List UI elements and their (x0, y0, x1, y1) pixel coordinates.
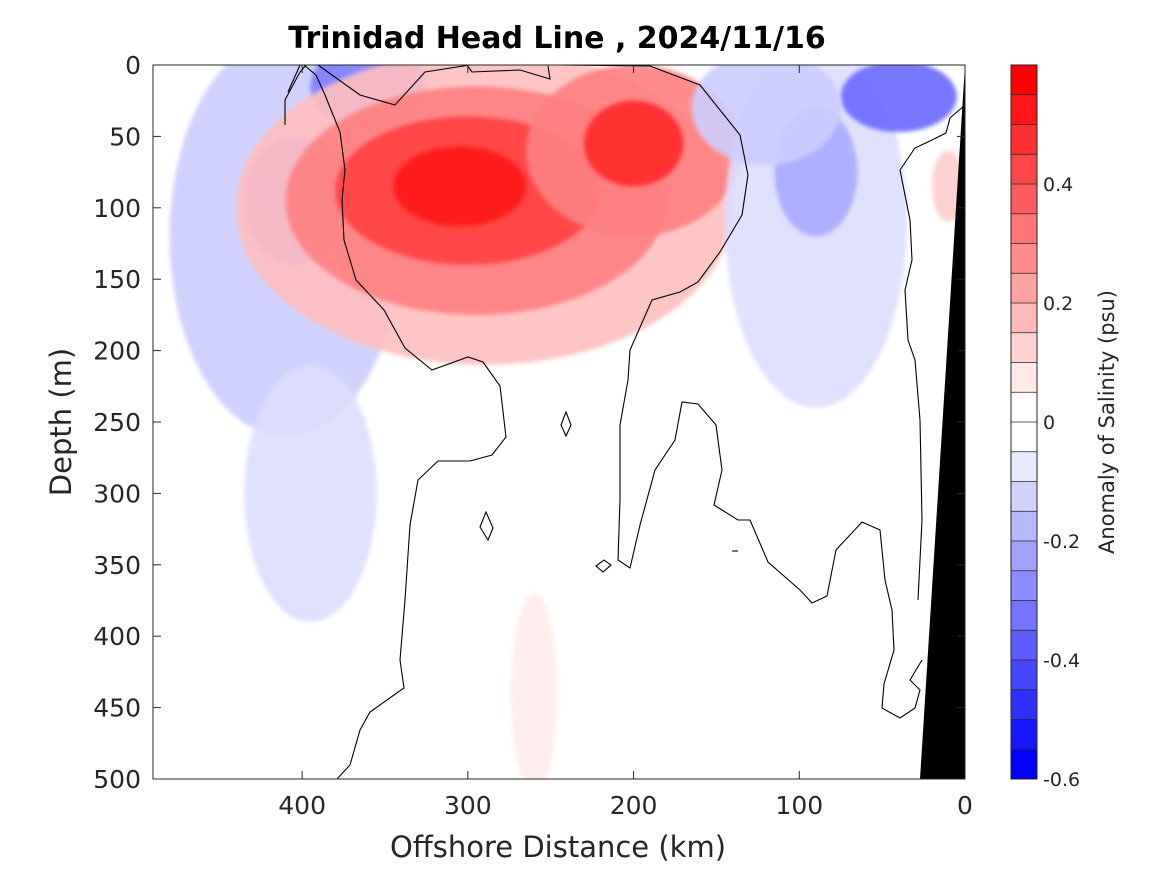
colorbar-segment (1011, 154, 1037, 185)
anomaly-patch-10 (583, 100, 684, 187)
colorbar-segment (1011, 422, 1037, 453)
anomaly-patch-14 (840, 65, 957, 133)
x-tick-label: 400 (278, 791, 326, 820)
colorbar-segment (1011, 213, 1037, 244)
y-tick-label: 200 (93, 337, 141, 366)
y-tick-label: 450 (93, 694, 141, 723)
y-tick-label: 400 (93, 622, 141, 651)
colorbar-tick-label: -0.2 (1043, 531, 1080, 553)
colorbar-segment (1011, 273, 1037, 304)
colorbar-tick-label: -0.6 (1043, 769, 1080, 791)
anomaly-patch-8 (393, 146, 526, 227)
colorbar-segment (1011, 184, 1037, 215)
colorbar-segment (1011, 511, 1037, 542)
colorbar-segment (1011, 392, 1037, 423)
zero-contour-small-1 (560, 410, 572, 438)
zero-contour-inner (317, 65, 471, 106)
colorbar-frame (1010, 64, 1038, 780)
colorbar-segment (1011, 481, 1037, 512)
zero-contour-coastal (899, 104, 965, 601)
y-tick-label: 500 (93, 765, 141, 794)
x-axis-ticks: 400 300 200 100 0 (278, 65, 973, 820)
y-tick-label: 0 (125, 51, 141, 80)
colorbar-segment (1011, 689, 1037, 720)
colorbar-segment (1011, 65, 1037, 96)
y-tick-label: 150 (93, 265, 141, 294)
zero-contour-lines (284, 65, 965, 779)
y-tick-label: 100 (93, 194, 141, 223)
colorbar-segment (1011, 124, 1037, 155)
zero-contour-mid (466, 65, 923, 719)
colorbar-segment (1011, 243, 1037, 274)
colorbar-tick-label: 0.2 (1043, 293, 1073, 315)
colorbar-segment (1011, 541, 1037, 572)
colorbar-title: Anomaly of Salinity (psu) (1095, 290, 1119, 554)
zero-contour-small-3 (595, 559, 612, 573)
colorbar (1010, 64, 1038, 780)
bathymetry-mask (920, 65, 965, 779)
x-axis-title: Offshore Distance (km) (390, 830, 726, 864)
colorbar-tick-label: 0 (1043, 412, 1055, 434)
zero-contour-upper (284, 65, 507, 779)
colorbar-segment (1011, 749, 1037, 780)
anomaly-patch-15 (691, 65, 841, 165)
x-tick-label: 200 (610, 791, 658, 820)
colorbar-tick-label: -0.4 (1043, 650, 1080, 672)
colorbar-segment (1011, 303, 1037, 334)
y-tick-label: 350 (93, 551, 141, 580)
y-axis-title: Depth (m) (44, 348, 78, 496)
chart-title: Trinidad Head Line , 2024/11/16 (288, 21, 825, 56)
colorbar-segment (1011, 451, 1037, 482)
anomaly-patch-11 (510, 593, 558, 779)
colorbar-segment (1011, 362, 1037, 393)
x-tick-label: 300 (444, 791, 492, 820)
colorbar-segment (1011, 570, 1037, 601)
zero-contour-small-2 (479, 510, 494, 542)
y-tick-label: 50 (109, 122, 141, 151)
colorbar-tick-label: 0.4 (1043, 174, 1073, 196)
colorbar-segment (1011, 94, 1037, 125)
anomaly-field (169, 65, 965, 779)
colorbar-segment (1011, 719, 1037, 750)
x-tick-label: 100 (775, 791, 823, 820)
colorbar-segment (1011, 600, 1037, 631)
y-tick-label: 300 (93, 479, 141, 508)
colorbar-segment (1011, 660, 1037, 691)
anomaly-patch-2 (244, 364, 377, 622)
colorbar-ticks: 0.4 0.2 0 -0.2 -0.4 -0.6 (1043, 174, 1080, 791)
colorbar-segment (1011, 630, 1037, 661)
colorbar-segment (1011, 332, 1037, 363)
x-tick-label: 0 (957, 791, 973, 820)
y-tick-label: 250 (93, 408, 141, 437)
y-axis-ticks: 0 50 100 150 200 250 300 350 400 450 500 (93, 51, 965, 794)
